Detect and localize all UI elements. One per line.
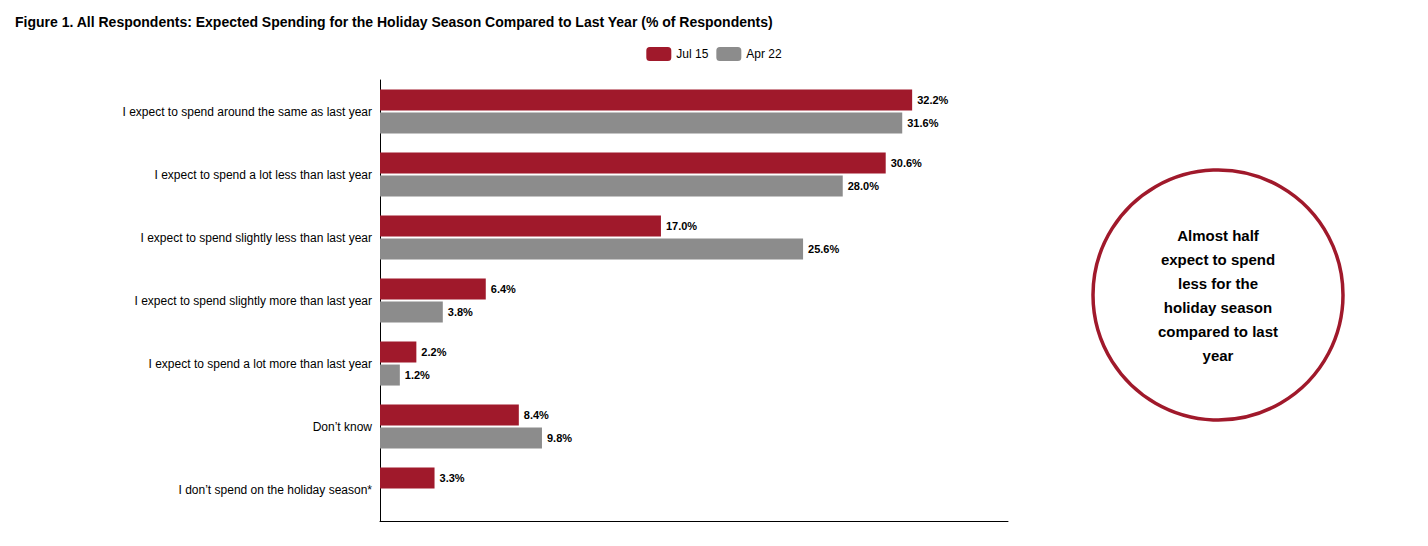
svg-text:year: year	[1203, 347, 1234, 364]
svg-text:I expect to spend slightly les: I expect to spend slightly less than las…	[141, 231, 372, 245]
svg-text:9.8%: 9.8%	[547, 432, 572, 444]
svg-text:holiday season: holiday season	[1164, 299, 1272, 316]
svg-text:25.6%: 25.6%	[808, 243, 839, 255]
svg-text:compared to last: compared to last	[1158, 323, 1278, 340]
svg-text:I don’t spend on the holiday s: I don’t spend on the holiday season*	[179, 483, 373, 497]
svg-text:I expect to spend slightly mor: I expect to spend slightly more than las…	[135, 294, 372, 308]
svg-text:32.2%: 32.2%	[917, 94, 948, 106]
svg-text:28.0%: 28.0%	[848, 180, 879, 192]
svg-text:30.6%: 30.6%	[891, 157, 922, 169]
svg-text:expect to spend: expect to spend	[1161, 251, 1275, 268]
svg-text:2.2%: 2.2%	[421, 346, 446, 358]
svg-text:17.0%: 17.0%	[666, 220, 697, 232]
svg-text:3.3%: 3.3%	[440, 472, 465, 484]
svg-text:I expect to spend a lot more t: I expect to spend a lot more than last y…	[149, 357, 372, 371]
svg-text:Don’t know: Don’t know	[313, 420, 373, 434]
svg-text:Jul 15: Jul 15	[676, 47, 708, 61]
svg-text:31.6%: 31.6%	[907, 117, 938, 129]
svg-text:Apr 22: Apr 22	[746, 47, 782, 61]
svg-text:8.4%: 8.4%	[524, 409, 549, 421]
svg-text:1.2%: 1.2%	[405, 369, 430, 381]
svg-text:3.8%: 3.8%	[448, 306, 473, 318]
svg-text:6.4%: 6.4%	[491, 283, 516, 295]
svg-text:I expect to spend around the s: I expect to spend around the same as las…	[123, 105, 372, 119]
svg-text:Almost half: Almost half	[1177, 227, 1260, 244]
svg-text:less for the: less for the	[1178, 275, 1258, 292]
svg-text:I expect to spend a lot less t: I expect to spend a lot less than last y…	[155, 168, 372, 182]
svg-text:Figure 1. All Respondents: Exp: Figure 1. All Respondents: Expected Spen…	[15, 14, 773, 30]
